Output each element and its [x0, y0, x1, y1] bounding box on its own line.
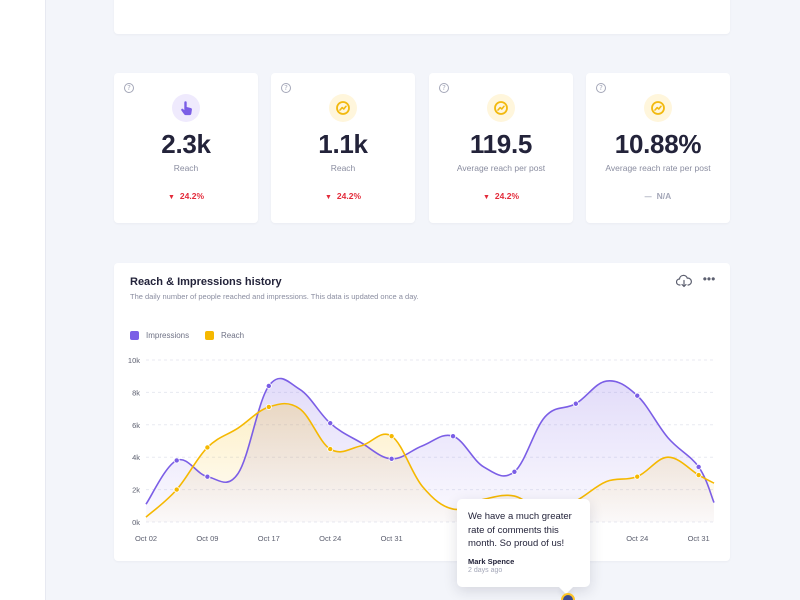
stat-value: 1.1k — [318, 129, 368, 159]
data-point-impressions[interactable] — [511, 468, 518, 475]
y-tick-label: 0k — [132, 518, 140, 527]
data-point-impressions[interactable] — [695, 463, 702, 470]
legend-label-impressions: Impressions — [146, 330, 190, 340]
x-tick-label: Oct 24 — [626, 534, 648, 543]
y-tick-label: 6k — [132, 421, 140, 430]
data-point-impressions[interactable] — [204, 473, 211, 480]
stat-change: ▼ 24.2% — [271, 191, 415, 201]
y-tick-label: 8k — [132, 388, 140, 397]
series-area-reach — [146, 403, 714, 522]
chart-title: Reach & Impressions history — [130, 276, 282, 288]
data-point-reach[interactable] — [265, 403, 272, 410]
cloud-download-icon[interactable] — [676, 274, 692, 288]
y-tick-label: 10k — [128, 356, 140, 365]
x-tick-label: Oct 31 — [688, 534, 710, 543]
help-icon[interactable]: ? — [596, 83, 606, 93]
stat-card-average-reach-rate: ? 10.88% Average reach rate per post — N/A — [586, 73, 730, 223]
data-point-reach[interactable] — [388, 433, 395, 440]
stat-card-reach: ? 2.3k Reach ▼ 24.2% — [114, 73, 258, 223]
avatar[interactable] — [561, 593, 575, 600]
help-icon[interactable]: ? — [281, 83, 291, 93]
stat-change: ▼ 24.2% — [429, 191, 573, 201]
x-tick-label: Oct 02 — [135, 534, 157, 543]
stat-change-value: 24.2% — [179, 191, 205, 201]
data-point-reach[interactable] — [327, 446, 334, 453]
data-point-impressions[interactable] — [327, 420, 334, 427]
stat-value: 2.3k — [161, 129, 211, 159]
down-arrow-icon: ▼ — [482, 194, 490, 201]
data-point-impressions[interactable] — [634, 392, 641, 399]
stat-card-average-reach-per-post: ? 119.5 Average reach per post ▼ 24.2% — [429, 73, 573, 223]
data-point-reach[interactable] — [173, 486, 180, 493]
legend-swatch-reach — [205, 330, 214, 340]
left-rail — [0, 0, 46, 600]
pointer-icon — [172, 94, 200, 122]
data-point-reach[interactable] — [695, 472, 702, 479]
stat-value: 10.88% — [614, 129, 702, 159]
stat-label: Average reach per post — [456, 163, 546, 173]
stat-label: Average reach rate per post — [605, 163, 711, 173]
top-card — [114, 0, 730, 34]
tooltip-timestamp: 2 days ago — [468, 566, 503, 574]
down-arrow-icon: ▼ — [324, 194, 332, 201]
chart-card: Reach & Impressions history The daily nu… — [114, 263, 730, 561]
x-tick-label: Oct 24 — [319, 534, 341, 543]
legend-item-impressions[interactable]: Impressions — [130, 329, 189, 341]
stat-change-value: 24.2% — [494, 191, 520, 201]
legend-swatch-impressions — [130, 330, 139, 340]
data-point-impressions[interactable] — [450, 433, 457, 440]
x-tick-label: Oct 17 — [258, 534, 280, 543]
stat-change: ▼ 24.2% — [114, 191, 258, 201]
data-point-impressions[interactable] — [572, 400, 579, 407]
legend-label-reach: Reach — [221, 330, 245, 340]
legend-item-reach[interactable]: Reach — [205, 329, 244, 341]
comment-tooltip: We have a much greater rate of comments … — [457, 499, 590, 595]
stat-label: Reach — [330, 163, 356, 173]
x-tick-label: Oct 09 — [196, 534, 218, 543]
tooltip-pointer — [558, 579, 574, 595]
data-point-impressions[interactable] — [388, 455, 395, 462]
stat-value: 119.5 — [469, 129, 533, 159]
stat-change-value: N/A — [656, 191, 672, 201]
tooltip-message: We have a much greater rate of comments … — [468, 511, 572, 549]
chart-icon — [487, 94, 515, 122]
help-icon[interactable]: ? — [124, 83, 134, 93]
dash-icon: — — [644, 194, 652, 201]
stat-change: — N/A — [586, 191, 730, 201]
x-tick-label: Oct 31 — [381, 534, 403, 543]
stat-label: Reach — [173, 163, 199, 173]
chart-icon — [329, 94, 357, 122]
data-point-impressions[interactable] — [173, 457, 180, 464]
data-point-reach[interactable] — [634, 473, 641, 480]
stat-change-value: 24.2% — [336, 191, 362, 201]
series-line-impressions — [145, 377, 715, 505]
tooltip-author: Mark Spence — [468, 556, 515, 566]
y-tick-label: 2k — [132, 486, 140, 495]
help-icon[interactable]: ? — [439, 83, 449, 93]
chart-subtitle: The daily number of people reached and i… — [130, 292, 419, 301]
reach-impressions-chart: 0k 2k 4k 6k 8k 10k Oct 02 Oct 09 Oct 17 Oct 24 Oct… — [128, 356, 715, 543]
y-tick-label: 4k — [132, 453, 140, 462]
chart-icon — [644, 94, 672, 122]
data-point-impressions[interactable] — [265, 382, 272, 389]
stat-card-reach-secondary: ? 1.1k Reach ▼ 24.2% — [271, 73, 415, 223]
down-arrow-icon: ▼ — [167, 194, 175, 201]
data-point-reach[interactable] — [204, 444, 211, 451]
more-options-icon[interactable]: ••• — [702, 272, 716, 286]
